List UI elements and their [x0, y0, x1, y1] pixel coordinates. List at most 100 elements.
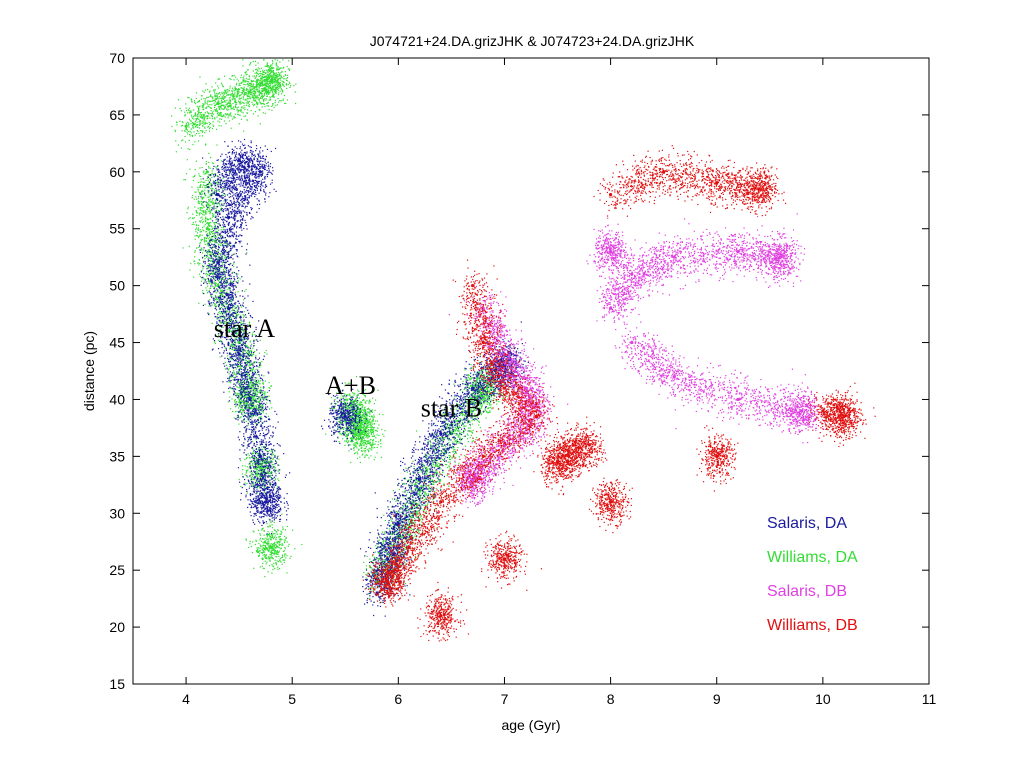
cloud-dot	[246, 80, 248, 82]
cloud-dot	[264, 84, 267, 87]
cloud-dot	[266, 95, 269, 97]
cloud-dot	[373, 403, 376, 405]
cloud-dot	[252, 368, 255, 370]
cloud-dot	[256, 90, 259, 93]
cloud-dot	[214, 304, 216, 306]
cloud-dot	[350, 424, 353, 426]
cloud-dot	[181, 121, 183, 123]
cloud-dot	[253, 383, 255, 385]
cloud-dot	[235, 94, 237, 96]
cloud-dot	[199, 220, 201, 222]
cloud-dot	[245, 454, 247, 456]
cloud-dot	[211, 170, 213, 172]
cloud-dot	[207, 280, 209, 283]
cloud-dot	[239, 330, 242, 332]
cloud-dot	[204, 303, 206, 305]
cloud-dot	[281, 513, 283, 515]
cloud-dot	[278, 68, 281, 70]
cloud-dot	[261, 82, 263, 85]
cloud-dot	[359, 413, 362, 416]
cloud-dot	[261, 548, 263, 550]
cloud-dot	[266, 547, 268, 549]
cloud-dot	[251, 472, 253, 474]
cloud-dot	[222, 228, 225, 231]
cloud-dot	[373, 427, 375, 429]
cloud-dot	[230, 382, 232, 384]
cloud-dot	[212, 162, 215, 165]
cloud-dot	[337, 426, 339, 429]
cloud-dot	[268, 548, 270, 550]
cloud-dot	[241, 111, 243, 113]
cloud-dot	[266, 543, 268, 545]
cloud-dot	[209, 213, 211, 215]
cloud-dot	[271, 81, 274, 83]
cloud-dot	[221, 318, 224, 321]
cloud-dot	[250, 476, 252, 478]
cloud-dot	[205, 213, 207, 215]
cloud-dot	[192, 143, 194, 146]
cloud-dot	[265, 76, 267, 78]
cloud-dot	[208, 206, 210, 209]
cloud-dot	[248, 376, 251, 378]
cloud-dot	[285, 102, 287, 104]
cloud-dot	[230, 357, 232, 360]
cloud-dot	[342, 438, 344, 440]
cloud-dot	[274, 529, 276, 532]
cloud-dot	[226, 280, 229, 282]
cloud-dot	[196, 117, 198, 120]
cloud-dot	[254, 370, 256, 372]
cloud-dot	[239, 383, 242, 385]
cloud-dot	[217, 258, 220, 261]
cloud-dot	[256, 473, 259, 475]
cloud-dot	[237, 329, 239, 331]
cloud-dot	[205, 179, 207, 182]
cloud-dot	[211, 230, 214, 233]
cloud-dot	[241, 329, 243, 331]
cloud-dot	[250, 87, 252, 89]
cloud-dot	[247, 407, 249, 409]
cloud-dot	[361, 407, 363, 409]
cloud-dot	[277, 478, 279, 480]
cloud-dot	[220, 107, 222, 109]
cloud-dot	[266, 86, 268, 88]
cloud-dot	[241, 336, 243, 339]
cloud-dot	[244, 396, 247, 399]
cloud-dot	[191, 186, 193, 188]
cloud-dot	[222, 85, 224, 87]
cloud-dot	[261, 481, 263, 483]
cloud-dot	[211, 212, 214, 215]
cloud-dot	[257, 91, 259, 93]
cloud-dot	[277, 75, 279, 77]
cloud-dot	[214, 92, 216, 94]
cloud-dot	[254, 93, 256, 95]
cloud-dot	[261, 75, 264, 77]
cloud-dot	[265, 75, 268, 77]
cloud-dot	[221, 98, 223, 100]
cloud-dot	[201, 203, 203, 205]
cloud-dot	[234, 76, 237, 78]
cloud-dot	[237, 92, 239, 94]
cloud-dot	[235, 342, 237, 344]
cloud-dot	[264, 83, 266, 86]
cloud-dot	[248, 323, 250, 326]
cloud-dot	[242, 81, 244, 83]
cloud-dot	[226, 99, 228, 101]
cloud-dot	[195, 210, 197, 212]
cloud-dot	[228, 373, 230, 375]
cloud-dot	[347, 432, 349, 435]
cloud-dot	[281, 556, 284, 558]
cloud-dot	[241, 340, 243, 342]
cloud-dot	[350, 396, 352, 398]
cloud-dot	[199, 119, 202, 122]
cloud-dot	[270, 79, 272, 81]
cloud-dot	[179, 107, 181, 110]
cloud-dot	[237, 273, 239, 275]
cloud-dot	[220, 160, 222, 162]
cloud-dot	[235, 336, 238, 338]
cloud-dot	[259, 462, 261, 464]
cloud-dot	[260, 388, 262, 390]
cloud-dot	[224, 255, 227, 257]
cloud-dot	[239, 333, 241, 335]
cloud-dot	[255, 68, 257, 71]
cloud-dot	[282, 67, 284, 69]
